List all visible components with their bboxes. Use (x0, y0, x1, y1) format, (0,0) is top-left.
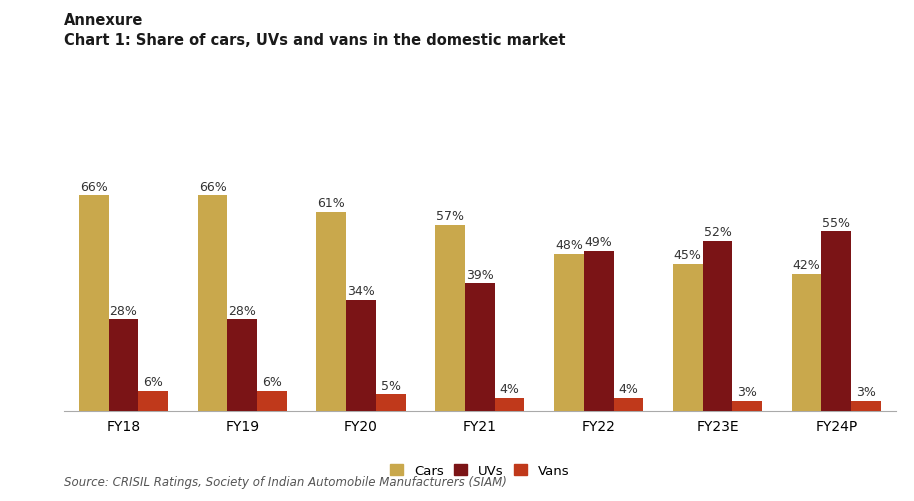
Text: 61%: 61% (317, 196, 345, 209)
Bar (703, 241, 732, 411)
Text: 48%: 48% (555, 239, 583, 252)
Bar (673, 264, 703, 411)
Bar (346, 300, 376, 411)
Bar (228, 320, 257, 411)
Text: 34%: 34% (347, 285, 375, 298)
Text: 39%: 39% (466, 268, 494, 281)
Bar (494, 398, 525, 411)
Text: 3%: 3% (738, 385, 757, 398)
Text: 45%: 45% (674, 248, 702, 262)
Text: Annexure: Annexure (64, 13, 143, 28)
Bar (197, 196, 228, 411)
Text: 28%: 28% (228, 304, 256, 317)
Bar (109, 320, 138, 411)
Bar (584, 251, 613, 411)
Bar (732, 401, 762, 411)
Bar (435, 225, 465, 411)
Bar (376, 395, 406, 411)
Bar (822, 231, 851, 411)
Bar (257, 391, 287, 411)
Bar (138, 391, 168, 411)
Text: 55%: 55% (823, 216, 850, 229)
Legend: Cars, UVs, Vans: Cars, UVs, Vans (385, 459, 575, 482)
Text: 66%: 66% (80, 180, 108, 193)
Text: 6%: 6% (143, 376, 163, 389)
Bar (792, 274, 822, 411)
Text: 6%: 6% (262, 376, 282, 389)
Text: Source: CRISIL Ratings, Society of Indian Automobile Manufacturers (SIAM): Source: CRISIL Ratings, Society of India… (64, 475, 507, 488)
Text: 52%: 52% (704, 226, 731, 239)
Text: 66%: 66% (198, 180, 227, 193)
Bar (316, 212, 346, 411)
Text: Chart 1: Share of cars, UVs and vans in the domestic market: Chart 1: Share of cars, UVs and vans in … (64, 33, 566, 48)
Bar (79, 196, 109, 411)
Text: 57%: 57% (436, 209, 464, 222)
Bar (613, 398, 643, 411)
Text: 4%: 4% (500, 382, 519, 395)
Bar (465, 284, 494, 411)
Text: 42%: 42% (792, 259, 821, 272)
Bar (554, 255, 584, 411)
Text: 49%: 49% (585, 235, 612, 248)
Bar (851, 401, 881, 411)
Text: 4%: 4% (619, 382, 638, 395)
Text: 3%: 3% (856, 385, 876, 398)
Text: 5%: 5% (381, 379, 400, 392)
Text: 28%: 28% (110, 304, 137, 317)
